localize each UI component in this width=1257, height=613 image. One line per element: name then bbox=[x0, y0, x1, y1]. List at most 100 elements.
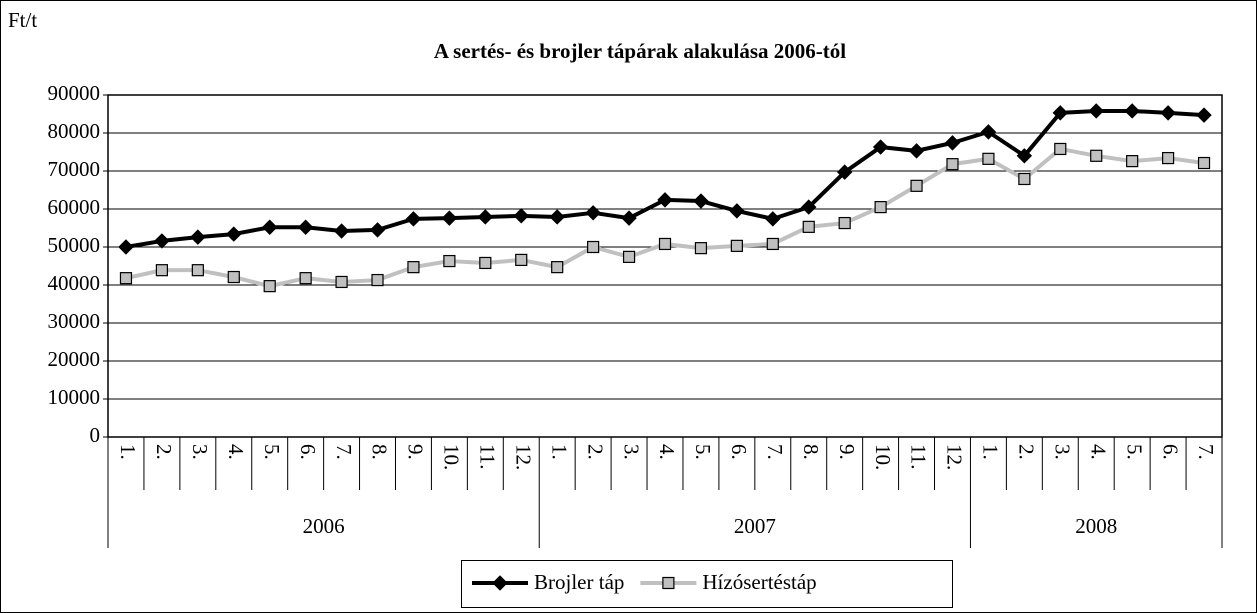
marker bbox=[980, 124, 997, 140]
marker bbox=[982, 152, 995, 165]
chart-title: A sertés- és brojler tápárak alakulása 2… bbox=[434, 39, 846, 63]
marker bbox=[1054, 142, 1067, 156]
y-tick-label: 90000 bbox=[48, 81, 101, 105]
x-tick-label: 9. bbox=[835, 444, 859, 460]
y-tick-label: 30000 bbox=[48, 309, 101, 333]
x-tick-label: 3. bbox=[1050, 444, 1074, 460]
marker bbox=[657, 192, 673, 208]
x-tick-label: 10. bbox=[871, 444, 895, 470]
marker bbox=[118, 239, 134, 255]
marker bbox=[693, 193, 709, 209]
x-tick-label: 1. bbox=[116, 444, 140, 460]
marker bbox=[297, 219, 314, 235]
marker bbox=[369, 222, 386, 238]
marker bbox=[729, 203, 745, 219]
x-tick-label: 5. bbox=[1122, 444, 1146, 460]
marker bbox=[1161, 151, 1175, 165]
x-tick-label: 7. bbox=[332, 444, 356, 460]
marker bbox=[1088, 103, 1104, 119]
marker bbox=[874, 201, 887, 214]
marker bbox=[1197, 156, 1211, 170]
marker bbox=[1016, 148, 1033, 164]
x-tick-label: 8. bbox=[799, 444, 823, 460]
y-tick-label: 40000 bbox=[48, 271, 101, 295]
x-tick-label: 2. bbox=[583, 444, 607, 460]
x-tick-label: 4. bbox=[655, 444, 679, 460]
marker bbox=[190, 229, 206, 245]
marker bbox=[1124, 103, 1140, 119]
y-tick-label: 20000 bbox=[48, 347, 101, 371]
marker bbox=[622, 250, 636, 263]
marker bbox=[944, 135, 961, 151]
x-tick-label: 3. bbox=[188, 444, 212, 460]
x-tick-label: 5. bbox=[260, 444, 284, 460]
marker bbox=[908, 143, 925, 159]
marker bbox=[154, 233, 170, 249]
x-tick-label: 9. bbox=[404, 444, 428, 460]
marker bbox=[371, 273, 384, 287]
marker bbox=[119, 272, 133, 285]
marker bbox=[226, 226, 242, 242]
group-label: 2006 bbox=[303, 514, 345, 538]
x-tick-label: 4. bbox=[1086, 444, 1110, 460]
x-tick-label: 2. bbox=[152, 444, 176, 460]
marker bbox=[766, 237, 779, 251]
legend-label: Hízósertéstáp bbox=[702, 570, 816, 594]
x-tick-label: 10. bbox=[440, 444, 464, 470]
x-tick-label: 7. bbox=[763, 444, 787, 460]
y-tick-label: 0 bbox=[90, 423, 101, 447]
y-tick-label: 60000 bbox=[48, 195, 101, 219]
marker bbox=[441, 210, 458, 226]
marker bbox=[515, 253, 528, 267]
marker bbox=[407, 261, 420, 274]
marker bbox=[1126, 155, 1139, 168]
x-tick-label: 4. bbox=[224, 444, 248, 460]
x-tick-label: 1. bbox=[979, 444, 1003, 460]
marker bbox=[1090, 149, 1103, 162]
group-label: 2007 bbox=[734, 514, 776, 538]
marker bbox=[549, 209, 565, 225]
marker bbox=[443, 254, 456, 268]
marker bbox=[1052, 105, 1068, 121]
legend-box bbox=[461, 560, 953, 608]
marker bbox=[1018, 172, 1031, 186]
x-tick-label: 6. bbox=[296, 444, 320, 460]
x-tick-label: 7. bbox=[1194, 444, 1218, 460]
marker bbox=[694, 242, 708, 255]
y-tick-label: 50000 bbox=[48, 233, 101, 257]
marker bbox=[730, 239, 743, 252]
x-tick-label: 6. bbox=[727, 444, 751, 460]
marker bbox=[585, 205, 601, 221]
marker bbox=[335, 275, 348, 289]
marker bbox=[910, 179, 923, 192]
y-tick-label: 10000 bbox=[48, 385, 101, 409]
y-tick-label: 80000 bbox=[48, 119, 101, 143]
legend-label: Brojler táp bbox=[534, 570, 624, 594]
marker bbox=[802, 220, 815, 233]
x-tick-label: 11. bbox=[476, 444, 500, 469]
x-tick-label: 3. bbox=[619, 444, 643, 460]
marker bbox=[299, 272, 312, 285]
y-tick-label: 70000 bbox=[48, 157, 101, 181]
marker bbox=[801, 199, 817, 215]
marker bbox=[551, 261, 564, 274]
marker bbox=[405, 211, 422, 227]
marker bbox=[479, 256, 492, 270]
marker bbox=[621, 210, 637, 226]
x-tick-label: 11. bbox=[907, 444, 931, 469]
marker bbox=[1196, 107, 1212, 123]
marker bbox=[1160, 105, 1176, 121]
marker bbox=[872, 139, 889, 155]
marker bbox=[333, 223, 350, 239]
marker bbox=[155, 264, 169, 277]
marker bbox=[513, 208, 529, 224]
legend-marker bbox=[662, 576, 675, 590]
marker bbox=[838, 216, 851, 230]
marker bbox=[765, 211, 781, 227]
marker bbox=[191, 264, 204, 277]
marker bbox=[587, 240, 600, 254]
legend-marker bbox=[492, 575, 508, 591]
marker bbox=[227, 270, 240, 284]
